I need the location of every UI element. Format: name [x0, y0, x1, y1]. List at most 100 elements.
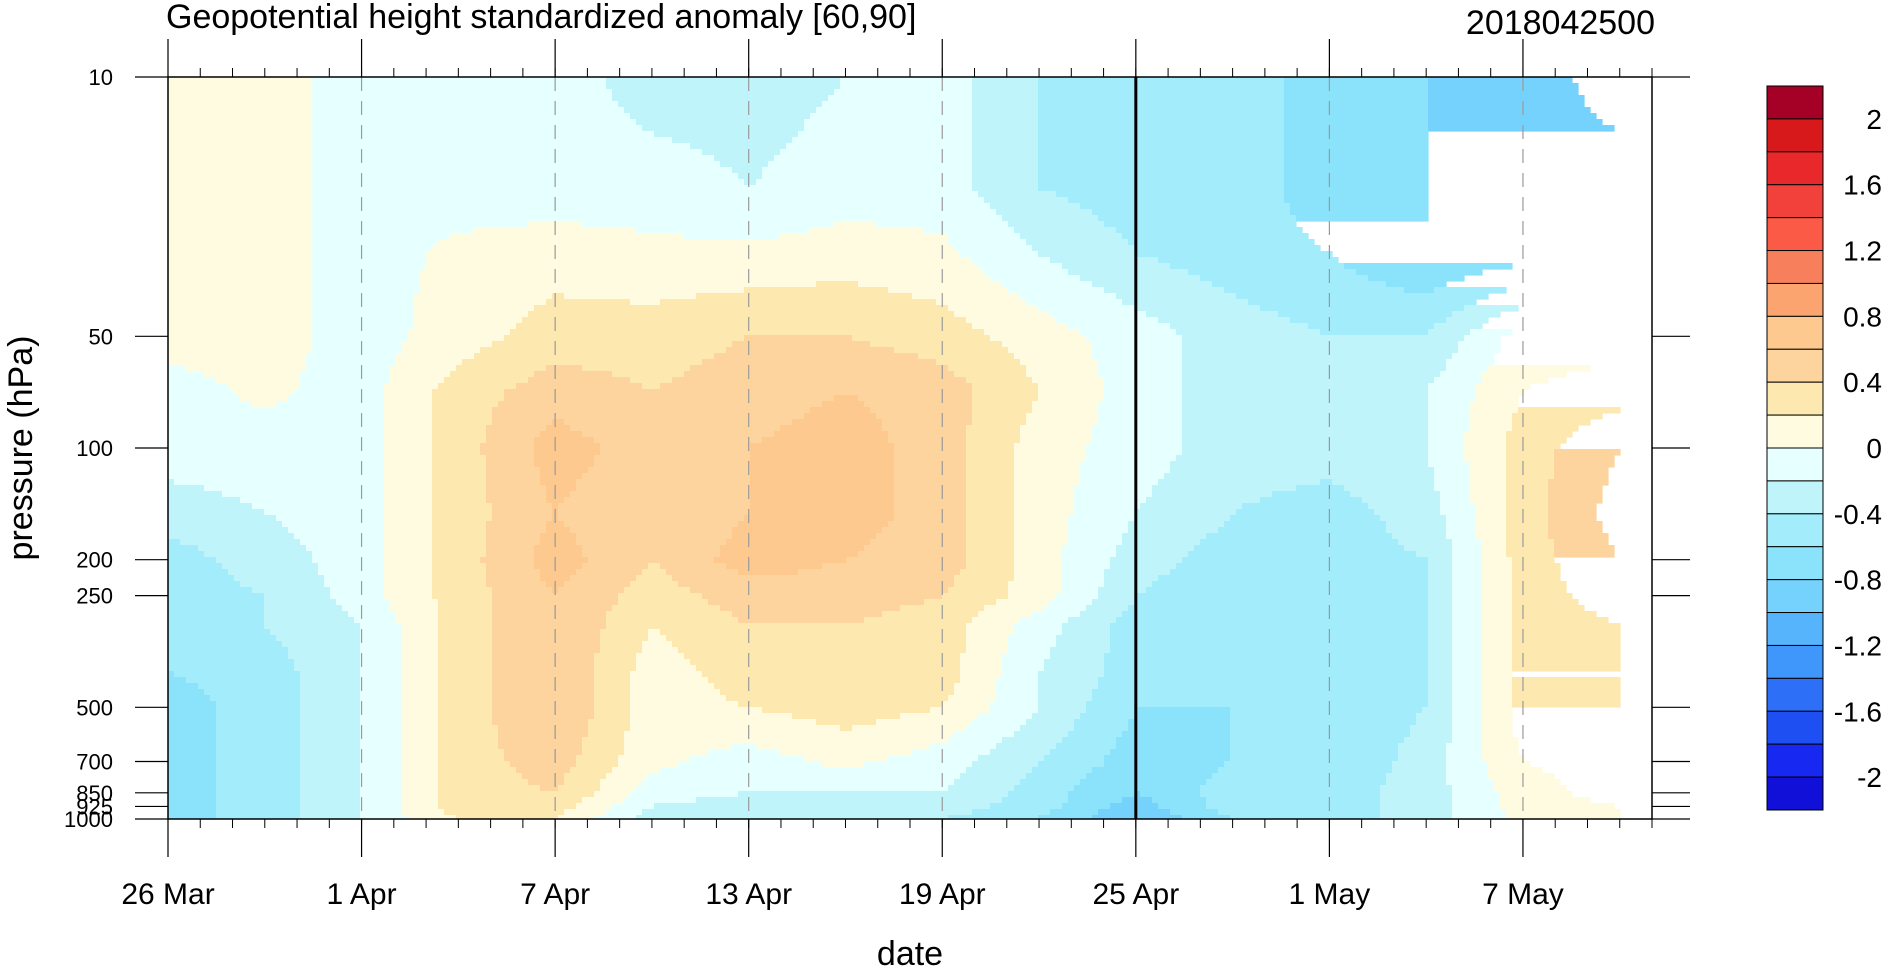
- field-cell: [1002, 653, 1051, 660]
- field-cell: [486, 527, 547, 534]
- field-cell: [1548, 515, 1597, 522]
- field-cell: [384, 455, 433, 462]
- field-cell: [438, 749, 505, 756]
- field-cell: [990, 275, 1081, 282]
- field-cell: [966, 635, 1009, 642]
- field-cell: [894, 509, 967, 516]
- field-cell: [588, 731, 625, 738]
- field-cell: [1068, 197, 1285, 204]
- field-cell: [360, 629, 403, 636]
- field-cell: [294, 533, 385, 540]
- field-cell: [1482, 719, 1513, 726]
- field-cell: [1008, 641, 1057, 648]
- field-cell: [1056, 635, 1111, 642]
- field-cell: [1068, 539, 1123, 546]
- field-cell: [534, 461, 595, 468]
- field-cell: [1128, 719, 1231, 726]
- field-cell: [498, 731, 589, 738]
- field-cell: [168, 719, 217, 726]
- field-cell: [972, 101, 1039, 108]
- field-cell: [300, 539, 385, 546]
- field-cell: [738, 569, 799, 576]
- field-cell: [636, 785, 949, 792]
- field-cell: [714, 557, 847, 564]
- field-cell: [1038, 95, 1285, 102]
- field-cell: [168, 107, 313, 114]
- field-cell: [306, 353, 397, 360]
- field-cell: [1554, 461, 1615, 468]
- field-cell: [420, 269, 985, 276]
- field-cell: [1134, 515, 1231, 522]
- field-cell: [1440, 371, 1483, 378]
- field-cell: [948, 305, 1039, 312]
- field-cell: [1506, 521, 1549, 528]
- field-cell: [1290, 203, 1429, 210]
- field-cell: [390, 605, 439, 612]
- field-cell: [762, 173, 973, 180]
- field-cell: [1506, 551, 1555, 558]
- field-cell: [300, 377, 391, 384]
- field-cell: [942, 593, 1009, 600]
- field-cell: [384, 413, 433, 420]
- field-cell: [1038, 683, 1099, 690]
- field-cell: [1038, 143, 1285, 150]
- field-cell: [576, 533, 733, 540]
- field-cell: [168, 593, 265, 600]
- field-cell: [1086, 455, 1177, 462]
- field-cell: [1452, 665, 1483, 672]
- field-cell: [1512, 641, 1621, 648]
- field-cell: [894, 449, 967, 456]
- field-cell: [486, 473, 541, 480]
- field-cell: [1014, 539, 1069, 546]
- field-cell: [414, 305, 535, 312]
- field-cell: [1182, 389, 1429, 396]
- field-cell: [312, 551, 385, 558]
- field-cell: [432, 503, 493, 510]
- field-cell: [168, 365, 187, 372]
- field-cell: [1428, 77, 1573, 84]
- field-cell: [168, 695, 211, 702]
- field-cell: [168, 485, 205, 492]
- field-cell: [888, 431, 967, 438]
- field-cell: [1092, 209, 1291, 216]
- field-cell: [600, 443, 751, 450]
- field-cell: [1020, 431, 1093, 438]
- field-cell: [972, 161, 1039, 168]
- field-cell: [948, 737, 1003, 744]
- field-cell: [1122, 611, 1429, 618]
- field-cell: [1230, 707, 1423, 714]
- field-cell: [1182, 347, 1459, 354]
- field-cell: [966, 521, 1015, 528]
- field-cell: [1500, 797, 1591, 804]
- field-cell: [990, 701, 1039, 708]
- field-cell: [1470, 473, 1507, 480]
- field-cell: [972, 89, 1039, 96]
- colorbar-label: -0.8: [1834, 565, 1882, 596]
- field-cell: [168, 437, 385, 444]
- field-cell: [384, 467, 433, 474]
- field-cell: [168, 323, 313, 330]
- field-cell: [504, 335, 745, 342]
- field-cell: [1386, 281, 1447, 288]
- field-cell: [1428, 95, 1585, 102]
- field-cell: [312, 209, 997, 216]
- field-cell: [1482, 551, 1507, 558]
- field-cell: [858, 281, 1003, 288]
- field-cell: [1416, 713, 1453, 720]
- field-cell: [1014, 449, 1087, 456]
- field-cell: [288, 395, 385, 402]
- chart-title: Geopotential height standardized anomaly…: [166, 0, 916, 36]
- field-cell: [1452, 695, 1483, 702]
- field-cell: [1452, 671, 1483, 678]
- field-cell: [300, 677, 361, 684]
- field-cell: [594, 671, 631, 678]
- field-cell: [1122, 539, 1201, 546]
- field-cell: [894, 479, 967, 486]
- field-cell: [168, 797, 217, 804]
- field-cell: [312, 89, 613, 96]
- field-cell: [1482, 599, 1513, 606]
- field-cell: [168, 533, 295, 540]
- field-cell: [288, 647, 361, 654]
- field-cell: [1032, 377, 1105, 384]
- field-cell: [1200, 785, 1381, 792]
